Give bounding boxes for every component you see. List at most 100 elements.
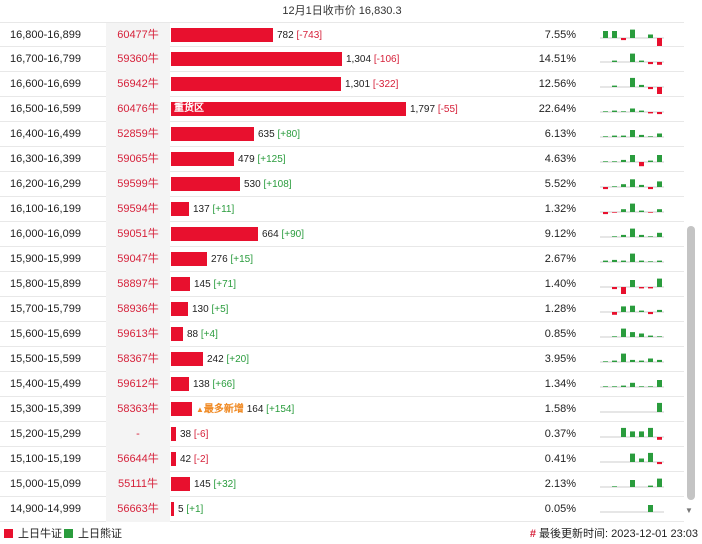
sparkline-bar bbox=[612, 386, 617, 387]
table-row: 15,900-15,999 59047牛 276 [+15] 2.67% bbox=[0, 247, 684, 272]
quantity-bar bbox=[171, 302, 188, 316]
quantity-value: 782 bbox=[277, 30, 294, 41]
sparkline-bar bbox=[648, 261, 653, 262]
sparkline-bar bbox=[648, 112, 653, 114]
sparkline-bar bbox=[630, 228, 635, 237]
bar-cell: 479 [+125] bbox=[171, 147, 541, 172]
scroll-down-arrow-icon[interactable]: ▼ bbox=[685, 506, 693, 515]
heavy-zone-label: 重货区 bbox=[174, 103, 204, 114]
sparkline-bar bbox=[639, 110, 644, 112]
bar-cell: 242 [+20] bbox=[171, 347, 541, 372]
range-label: 16,100-16,199 bbox=[10, 203, 81, 215]
sparkline-bar bbox=[657, 181, 662, 187]
bear-swatch-icon bbox=[64, 529, 73, 538]
sparkline-bar bbox=[657, 155, 662, 162]
sparkline-bar bbox=[612, 161, 617, 162]
bull-swatch-icon bbox=[4, 529, 13, 538]
bar-cell: 530 [+108] bbox=[171, 172, 541, 197]
recovery-price: 58363牛 bbox=[106, 397, 170, 422]
change-value: [+90] bbox=[281, 229, 304, 240]
table-row: 16,600-16,699 56942牛 1,301 [-322] 12.56% bbox=[0, 72, 684, 97]
change-value: [-322] bbox=[372, 79, 399, 90]
sparkline-bar bbox=[630, 179, 635, 187]
sparkline-bar bbox=[621, 184, 626, 187]
sparkline-chart bbox=[600, 505, 664, 513]
quantity-bar bbox=[171, 427, 176, 441]
sparkline-bar bbox=[639, 333, 644, 337]
bar-value: 276 [+15] bbox=[211, 247, 253, 272]
recovery-price: 59612牛 bbox=[106, 372, 170, 397]
sparkline-bar bbox=[621, 287, 626, 294]
bar-value: 479 [+125] bbox=[238, 147, 286, 172]
change-value: [+71] bbox=[213, 279, 236, 290]
change-value: [-55] bbox=[437, 104, 458, 115]
legend-bear-label: 上日熊证 bbox=[78, 528, 122, 540]
sparkline-chart bbox=[600, 77, 664, 94]
table-row: 15,000-15,099 55111牛 145 [+32] 2.13% bbox=[0, 472, 684, 497]
bar-value: 137 [+11] bbox=[193, 197, 234, 222]
range-label: 16,600-16,699 bbox=[10, 78, 81, 90]
range-label: 15,400-15,499 bbox=[10, 378, 81, 390]
sparkline-bar bbox=[639, 162, 644, 167]
table-row: 16,100-16,199 59594牛 137 [+11] 1.32% bbox=[0, 197, 684, 222]
sparkline-bar bbox=[603, 386, 608, 387]
sparkline-bar bbox=[630, 203, 635, 212]
sparkline-bar bbox=[630, 431, 635, 437]
recovery-price: 59594牛 bbox=[106, 197, 170, 222]
percent-value: 1.32% bbox=[544, 203, 576, 215]
percent-value: 9.12% bbox=[544, 228, 576, 240]
table-row: 15,300-15,399 58363牛 ▲最多新增 164 [+154] 1.58% bbox=[0, 397, 684, 422]
percent-value: 22.64% bbox=[538, 103, 576, 115]
table-row: 15,200-15,299 -38 [-6] 0.37% bbox=[0, 422, 684, 447]
sparkline-bar bbox=[657, 209, 662, 212]
sparkline-bar bbox=[612, 312, 617, 315]
sparkline-chart bbox=[600, 328, 664, 338]
sparkline-bar bbox=[657, 232, 662, 237]
sparkline-bar bbox=[612, 135, 617, 137]
sparkline-bar bbox=[657, 309, 662, 312]
last-updated: # 最後更新时间: 2023-12-01 23:03 bbox=[530, 528, 698, 541]
sparkline-chart bbox=[600, 228, 664, 238]
change-value: [+4] bbox=[200, 329, 218, 340]
percent-value: 14.51% bbox=[538, 53, 576, 65]
quantity-bar bbox=[171, 28, 273, 42]
quantity-value: 1,797 bbox=[410, 104, 436, 115]
sparkline-bar bbox=[603, 136, 608, 137]
sparkline-bar bbox=[630, 280, 635, 287]
sparkline-bar bbox=[630, 130, 635, 137]
sparkline-bar bbox=[648, 386, 653, 387]
bar-cell: 635 [+80] bbox=[171, 122, 541, 147]
sparkline-bar bbox=[621, 111, 626, 112]
sparkline-chart bbox=[600, 402, 664, 413]
sparkline-bar bbox=[639, 458, 644, 462]
sparkline-bar bbox=[612, 85, 617, 87]
change-value: [+5] bbox=[211, 304, 229, 315]
quantity-value: 88 bbox=[187, 329, 199, 340]
change-value: [+15] bbox=[230, 254, 253, 265]
percent-value: 0.85% bbox=[544, 328, 576, 340]
change-value: [-2] bbox=[193, 454, 209, 465]
sparkline-bar bbox=[648, 312, 653, 315]
sparkline-bar bbox=[621, 234, 626, 237]
range-label: 16,500-16,599 bbox=[10, 103, 81, 115]
sparkline-chart bbox=[600, 380, 664, 388]
percent-value: 3.95% bbox=[544, 353, 576, 365]
table-row: 16,500-16,599 60476牛 重货区 1,797 [-55] 22.64% bbox=[0, 97, 684, 122]
change-value: [+66] bbox=[212, 379, 235, 390]
change-value: [-106] bbox=[373, 54, 400, 65]
note-text: 最多新增 bbox=[203, 404, 244, 415]
recovery-price: 58897牛 bbox=[106, 272, 170, 297]
sparkline-bar bbox=[612, 60, 617, 62]
quantity-bar bbox=[171, 227, 258, 241]
page-title: 12月1日收市价 16,830.3 bbox=[282, 5, 402, 17]
sparkline-bar bbox=[603, 361, 608, 362]
bar-cell: 42 [-2] bbox=[171, 447, 541, 472]
sparkline-chart bbox=[600, 29, 664, 46]
recovery-price: 59051牛 bbox=[106, 222, 170, 247]
sparkline-bar bbox=[648, 87, 653, 90]
bar-cell: 88 [+4] bbox=[171, 322, 541, 347]
scrollbar-thumb[interactable] bbox=[687, 226, 695, 500]
recovery-price: 56663牛 bbox=[106, 497, 170, 522]
sparkline-bar bbox=[612, 259, 617, 262]
sparkline-chart bbox=[600, 155, 664, 167]
